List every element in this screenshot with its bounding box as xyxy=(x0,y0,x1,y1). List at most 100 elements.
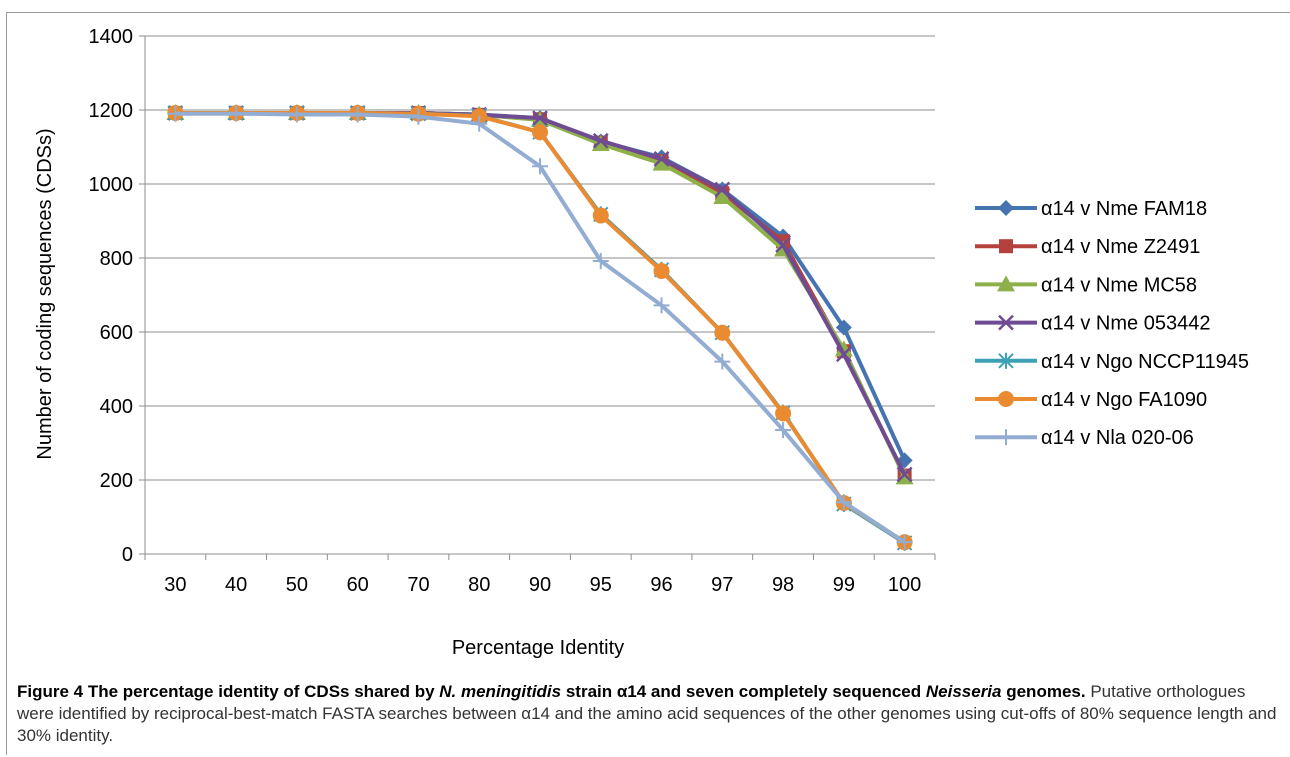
legend-item: α14 v Nme FAM18 xyxy=(975,198,1207,220)
data-point xyxy=(653,262,670,279)
data-point xyxy=(896,466,913,483)
x-tick-label: 90 xyxy=(529,574,551,596)
legend-label: α14 v Nme 053442 xyxy=(1041,313,1210,335)
legend-label: α14 v Ngo NCCP11945 xyxy=(1041,351,1249,373)
data-point xyxy=(653,150,670,167)
legend-item: α14 v Ngo NCCP11945 xyxy=(975,351,1249,373)
data-point xyxy=(775,237,791,253)
x-tick-label: 40 xyxy=(225,574,247,596)
data-point xyxy=(714,181,731,198)
data-point xyxy=(652,154,671,171)
marker-stroke xyxy=(653,150,670,167)
legend-marker xyxy=(999,239,1013,254)
x-tick-label: 60 xyxy=(347,574,369,596)
x-tick-label: 80 xyxy=(468,574,490,596)
legend-item: α14 v Nme 053442 xyxy=(975,313,1210,335)
series-line xyxy=(175,110,906,544)
y-tick-label: 1000 xyxy=(89,174,134,196)
data-point xyxy=(714,353,731,370)
caption-title-part: genomes xyxy=(1001,682,1081,701)
y-tick-label: 600 xyxy=(100,322,133,344)
figure-caption: Figure 4 The percentage identity of CDSs… xyxy=(17,681,1282,747)
legend-item: α14 v Nla 020-06 xyxy=(975,427,1194,449)
legend-label: α14 v Nla 020-06 xyxy=(1041,427,1194,449)
data-point xyxy=(835,494,852,511)
series-6 xyxy=(167,105,913,551)
legend: α14 v Nme FAM18 α14 v Nme Z2491 α14 v Nme … xyxy=(975,198,1249,449)
legend-marker xyxy=(998,200,1014,216)
series-line xyxy=(175,110,906,545)
data-point xyxy=(713,187,732,204)
marker-stroke xyxy=(998,314,1014,331)
y-tick-labels: 0 200 400 600 800 1000 1200 1400 xyxy=(89,26,134,566)
legend-marker xyxy=(998,391,1014,407)
x-tick-label: 97 xyxy=(711,574,733,596)
gridlines xyxy=(145,35,935,481)
x-tick-label: 30 xyxy=(164,574,186,596)
data-point xyxy=(592,132,609,149)
figure-frame xyxy=(6,12,1290,755)
x-tick-label: 99 xyxy=(833,574,855,596)
data-point xyxy=(775,422,792,439)
legend-label: α14 v Nme Z2491 xyxy=(1041,236,1200,258)
data-point xyxy=(410,108,427,125)
legend-marker xyxy=(997,275,1015,292)
data-point xyxy=(532,124,548,141)
data-point xyxy=(228,105,245,122)
data-point xyxy=(349,106,366,123)
marker-stroke xyxy=(532,110,548,127)
marker-stroke xyxy=(896,466,913,483)
caption-title-part: . xyxy=(1080,682,1086,701)
x-tick-label: 100 xyxy=(888,574,921,596)
x-tick-labels: 30 40 50 60 70 80 90 95 96 97 98 99 100 xyxy=(164,574,921,596)
data-point xyxy=(653,297,670,314)
data-point xyxy=(834,340,853,357)
legend-label: α14 v Nme MC58 xyxy=(1041,274,1197,296)
marker-stroke xyxy=(835,346,852,363)
caption-title-part: Neisseria xyxy=(925,682,1002,701)
legend-marker xyxy=(998,429,1014,446)
x-tick-label: 50 xyxy=(286,574,308,596)
legend-label: α14 v Nme FAM18 xyxy=(1041,198,1207,220)
x-tick-label: 70 xyxy=(407,574,429,596)
caption-body: Putative orthologues were identified by … xyxy=(17,682,1277,745)
line-chart: 0 200 400 600 800 1000 1200 1400 30 40 50 60 70 80 90… xyxy=(34,26,1249,659)
y-tick-label: 800 xyxy=(100,248,133,270)
caption-title-part: N. meningitidis xyxy=(439,682,562,701)
y-tick-label: 200 xyxy=(100,470,133,492)
axes xyxy=(139,35,936,560)
y-axis-title: Number of coding sequences (CDSs) xyxy=(34,128,56,459)
data-point xyxy=(835,319,852,336)
y-tick-label: 1200 xyxy=(89,100,134,122)
data-point xyxy=(592,252,609,269)
data-point xyxy=(471,115,488,132)
data-point xyxy=(591,135,610,152)
y-tick-label: 400 xyxy=(100,396,133,418)
x-tick-label: 98 xyxy=(772,574,794,596)
caption-title-part: strain α14 and seven completely sequence… xyxy=(561,682,926,701)
data-point xyxy=(714,324,731,341)
data-point xyxy=(288,106,305,123)
x-tick-label: 95 xyxy=(590,574,612,596)
marker-stroke xyxy=(714,181,731,198)
legend-marker xyxy=(998,352,1014,369)
legend-item: α14 v Ngo FA1090 xyxy=(975,389,1207,411)
marker-stroke xyxy=(592,132,609,149)
data-point xyxy=(532,110,548,127)
data-point xyxy=(775,405,792,422)
data-point xyxy=(896,534,913,551)
caption-title: Figure 4 The percentage identity of CDSs… xyxy=(17,682,1086,701)
marker-stroke xyxy=(775,237,791,253)
legend-item: α14 v Nme MC58 xyxy=(975,274,1197,296)
series-line xyxy=(175,111,906,544)
data-point xyxy=(835,346,852,363)
caption-title-part: Figure 4 The percentage identity of CDSs… xyxy=(17,682,440,701)
x-axis-title: Percentage Identity xyxy=(452,637,624,659)
data-point xyxy=(167,105,184,122)
data-point xyxy=(532,158,548,175)
legend-marker xyxy=(998,314,1014,331)
legend-item: α14 v Nme Z2491 xyxy=(975,236,1200,258)
data-point xyxy=(592,207,609,224)
legend-label: α14 v Ngo FA1090 xyxy=(1041,389,1207,411)
y-tick-label: 0 xyxy=(122,544,133,566)
